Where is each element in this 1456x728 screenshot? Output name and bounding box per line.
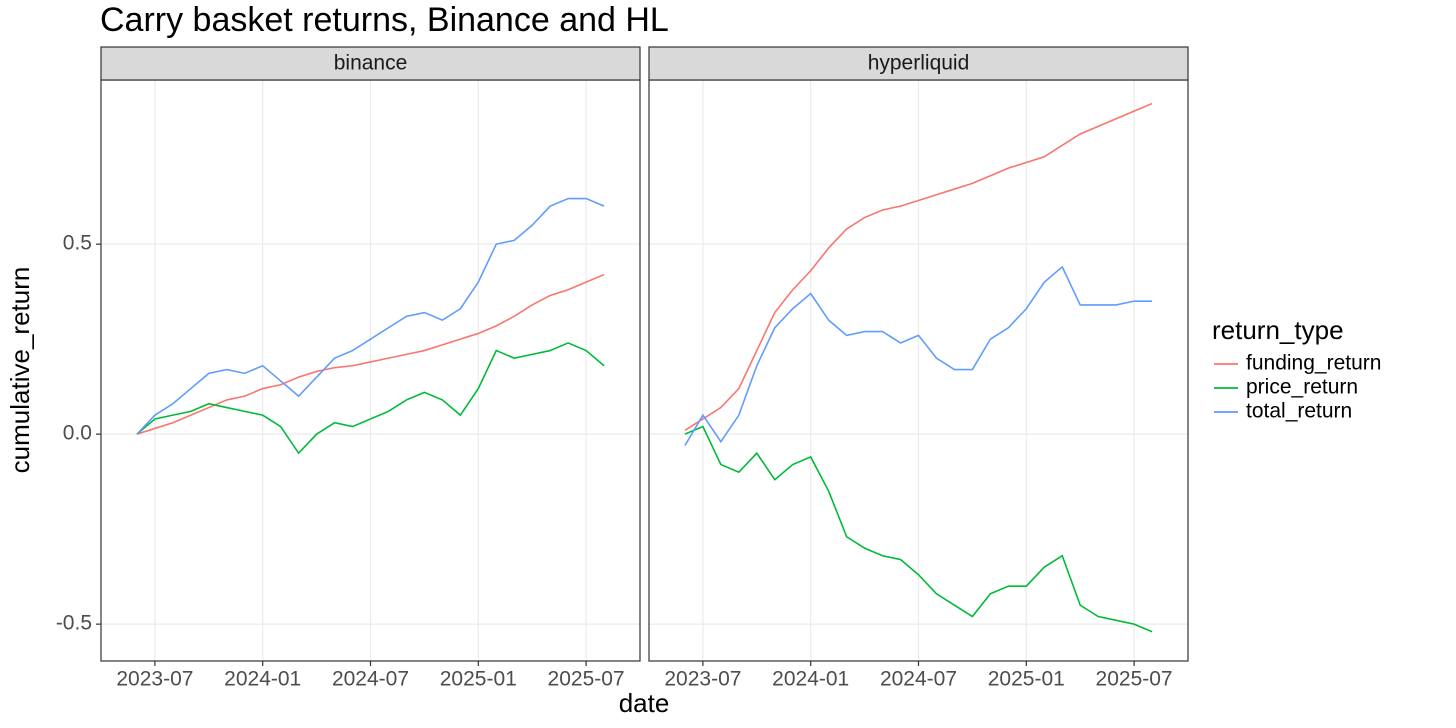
- y-tick-label: 0.5: [63, 232, 92, 255]
- strip-label: hyperliquid: [868, 52, 970, 75]
- chart-title: Carry basket returns, Binance and HL: [100, 1, 669, 39]
- data-line: [684, 425, 1153, 633]
- data-line: [684, 102, 1153, 432]
- x-tick-label: 2024-01: [772, 668, 849, 691]
- legend-label: funding_return: [1246, 352, 1381, 375]
- y-tick-label: -0.5: [56, 612, 92, 635]
- x-tick-label: 2024-07: [880, 668, 957, 691]
- legend-label: total_return: [1246, 400, 1352, 423]
- legend-label: price_return: [1246, 376, 1358, 399]
- data-line: [684, 265, 1153, 446]
- x-axis-title: date: [619, 688, 670, 718]
- strip: [100, 46, 641, 81]
- x-tick-label: 2023-07: [116, 668, 193, 691]
- x-tick-label: 2025-07: [548, 668, 625, 691]
- legend-title: return_type: [1212, 315, 1344, 345]
- x-tick-label: 2025-07: [1096, 668, 1173, 691]
- x-tick-label: 2024-01: [224, 668, 301, 691]
- strip-label: binance: [334, 52, 408, 75]
- strip: [648, 46, 1189, 81]
- data-line: [136, 342, 605, 455]
- x-tick-label: 2024-07: [332, 668, 409, 691]
- x-tick-label: 2025-01: [440, 668, 517, 691]
- y-axis-title: cumulative_return: [5, 267, 35, 474]
- x-tick-label: 2023-07: [664, 668, 741, 691]
- data-line: [136, 197, 605, 435]
- y-tick-label: 0.0: [63, 422, 92, 445]
- x-tick-label: 2025-01: [988, 668, 1065, 691]
